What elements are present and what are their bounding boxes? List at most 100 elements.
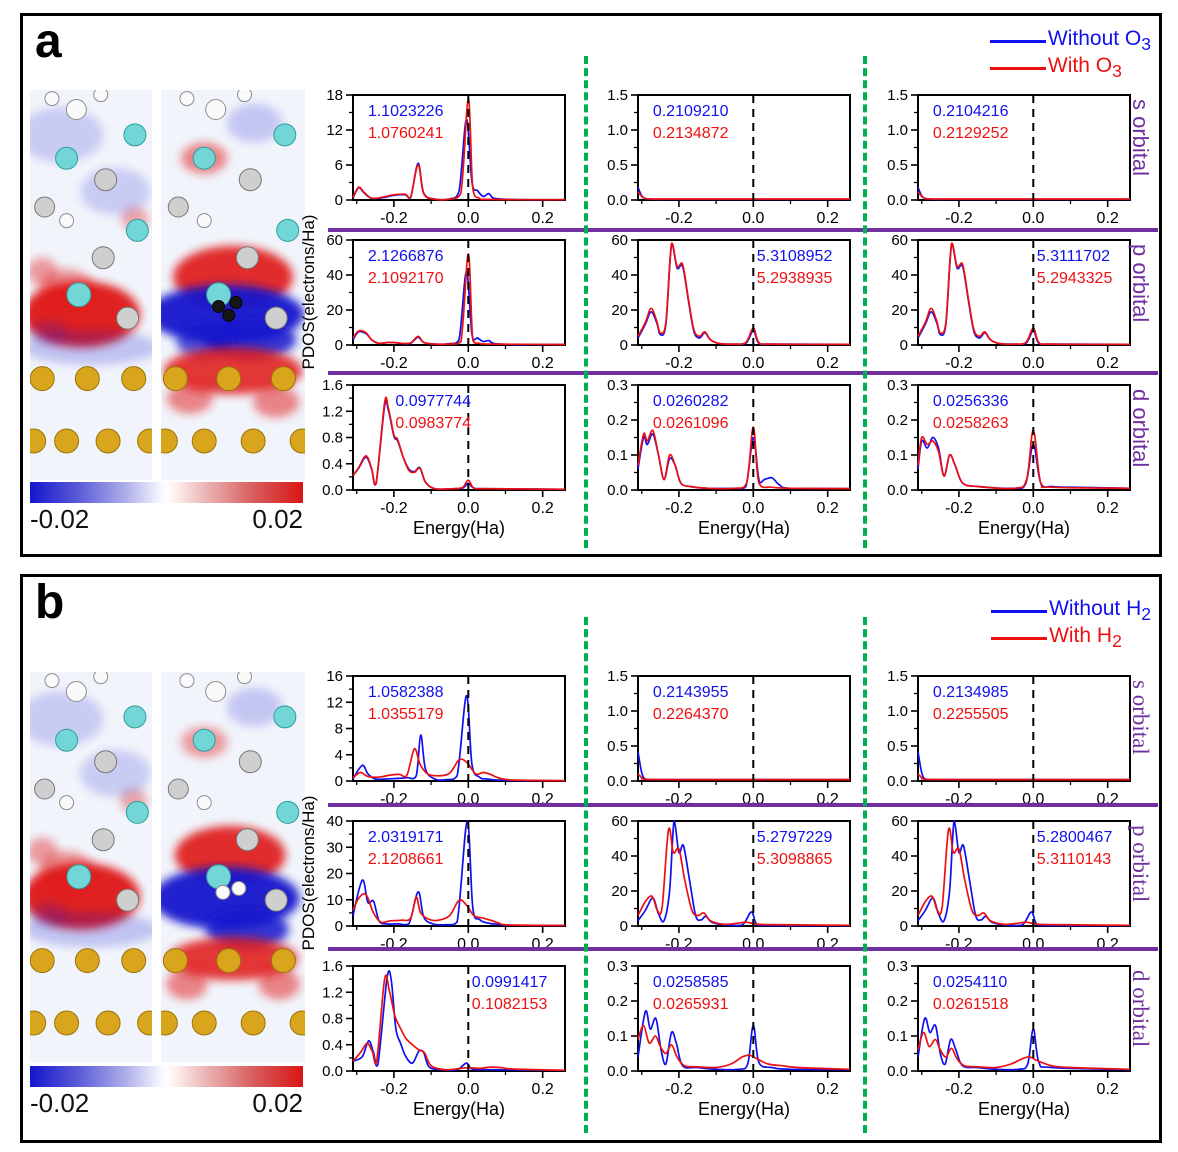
y-tick-label: 60 [891, 232, 908, 249]
legend-item-with-h2: With H2 [991, 624, 1151, 652]
white-atom [44, 673, 60, 689]
x-tick-label: -0.2 [380, 1081, 408, 1098]
gold-atom [30, 366, 55, 392]
legend-b: Without H2 With H2 [991, 597, 1151, 652]
y-tick-label: 60 [611, 232, 628, 249]
pdos-charts-a: -0.2 0.0 0.2 0 6 12 18 1.1023226 1.0760241 -0.2 0.… [23, 16, 1159, 554]
pdos-chart-b-d3: -0.2 0.0 0.2 0.0 0.1 0.2 0.3 0.0254110 0.0261518… [887, 958, 1131, 1119]
x-tick-label: 0.0 [457, 500, 479, 517]
red-series-curve [917, 827, 1131, 927]
x-axis-label: Energy(Ha) [698, 1099, 790, 1119]
legend-label: With O3 [1047, 54, 1122, 82]
red-integral-annotation: 0.0261518 [933, 996, 1009, 1013]
gold-atom [161, 428, 178, 454]
blue-series-curve [352, 820, 566, 927]
y-tick-label: 1.5 [607, 668, 628, 685]
x-axis-label: Energy(Ha) [698, 518, 790, 538]
gold-atom [121, 366, 147, 392]
red-integral-annotation: 2.1092170 [368, 270, 444, 287]
y-tick-label: 40 [326, 813, 343, 830]
red-line-swatch [991, 637, 1048, 640]
pdos-chart-a-d2: -0.2 0.0 0.2 0.0 0.1 0.2 0.3 0.0260282 0.0261096… [607, 377, 851, 538]
blue-integral-annotation: 0.0258585 [653, 974, 729, 991]
x-tick-label: -0.2 [945, 210, 973, 227]
y-tick-label: 0.1 [607, 447, 628, 464]
y-tick-label: 60 [891, 813, 908, 830]
silver-atom [264, 306, 288, 330]
y-tick-label: 0.8 [322, 430, 343, 447]
black-atom [229, 296, 243, 310]
red-series-curve [917, 773, 1131, 781]
y-tick-label: 1.0 [607, 703, 628, 720]
gold-atom [54, 1010, 80, 1036]
y-tick-label: 1.5 [887, 668, 908, 685]
row-label-s-orbital: s orbital [1128, 99, 1153, 177]
plot-frame [917, 675, 1131, 782]
x-tick-label: 0.2 [1097, 1081, 1119, 1098]
plot-frame [637, 675, 851, 782]
y-tick-label: 0.5 [607, 157, 628, 174]
x-tick-label: 0.2 [817, 355, 839, 372]
x-tick-label: 0.2 [1097, 500, 1119, 517]
y-tick-label: 40 [891, 848, 908, 865]
y-tick-label: 0 [335, 337, 343, 354]
charge-density-images-a [30, 90, 305, 480]
green-dashed-divider [584, 56, 588, 548]
x-tick-label: 0.2 [817, 500, 839, 517]
white-atom [93, 672, 109, 685]
pdos-chart-a-d3: -0.2 0.0 0.2 0.0 0.1 0.2 0.3 0.0256336 0.0258263… [887, 377, 1131, 538]
x-tick-label: -0.2 [945, 1081, 973, 1098]
white-atom [93, 90, 109, 103]
y-tick-label: 0 [900, 918, 908, 935]
figure-panel-a: a Without O3 With O3 -0.02 0.02 PDOS(ele… [20, 13, 1162, 557]
x-axis-label: Energy(Ha) [413, 1099, 505, 1119]
y-tick-label: 1.0 [887, 703, 908, 720]
silver-atom [238, 750, 262, 774]
y-tick-label: 0.3 [607, 377, 628, 394]
white-atom [196, 213, 212, 229]
y-tick-label: 0.0 [607, 482, 628, 499]
red-series-curve [917, 1031, 1131, 1071]
pdos-chart-b-d1: -0.2 0.0 0.2 0.0 0.4 0.8 1.2 1.6 0.0991417 0.1082… [322, 958, 566, 1119]
x-tick-label: 0.2 [817, 1081, 839, 1098]
y-tick-label: 0 [335, 192, 343, 209]
plot-frame [917, 384, 1131, 491]
row-label-p-orbital: p orbital [1128, 244, 1153, 323]
silver-atom [116, 306, 140, 330]
y-tick-label: 18 [326, 87, 343, 104]
charge-density-image-1 [30, 672, 152, 1062]
blue-density-blob [30, 691, 104, 747]
y-tick-label: 60 [611, 813, 628, 830]
purple-divider [328, 803, 1158, 807]
y-tick-label: 0 [335, 773, 343, 790]
white-atom [59, 795, 75, 811]
pdos-charts-b: -0.2 0.0 0.2 0 4 8 12 16 1.0582388 1.0355179 -0.2 0… [23, 577, 1159, 1140]
pdos-chart-a-p3: -0.2 0.0 0.2 0 20 40 60 5.3111702 5.2943325 [891, 232, 1131, 372]
gold-atom [270, 366, 296, 392]
gold-atom [54, 428, 80, 454]
blue-series-curve [637, 1010, 851, 1071]
x-tick-label: 0.2 [532, 355, 554, 372]
cyan-atom [276, 218, 300, 242]
y-tick-label: 0.2 [607, 993, 628, 1010]
blue-integral-annotation: 5.3108952 [757, 248, 833, 265]
black-atom [212, 299, 226, 313]
blue-integral-annotation: 1.0582388 [368, 684, 444, 701]
red-line-swatch [989, 67, 1046, 70]
silver-atom [94, 168, 118, 192]
silver-atom [91, 828, 115, 852]
x-tick-label: 0.2 [1097, 210, 1119, 227]
x-tick-label: -0.2 [945, 500, 973, 517]
colorbar-gradient [30, 1066, 303, 1087]
blue-integral-annotation: 2.1266876 [368, 248, 444, 265]
x-tick-label: 0.0 [1022, 355, 1044, 372]
red-integral-annotation: 1.0760241 [368, 125, 444, 142]
silver-atom [238, 168, 262, 192]
y-tick-label: 0.5 [887, 157, 908, 174]
red-integral-annotation: 5.2938935 [757, 270, 833, 287]
blue-integral-annotation: 1.1023226 [368, 103, 444, 120]
blue-integral-annotation: 0.0260282 [653, 393, 729, 410]
white-atom [44, 91, 60, 107]
gold-atom [289, 1010, 305, 1036]
